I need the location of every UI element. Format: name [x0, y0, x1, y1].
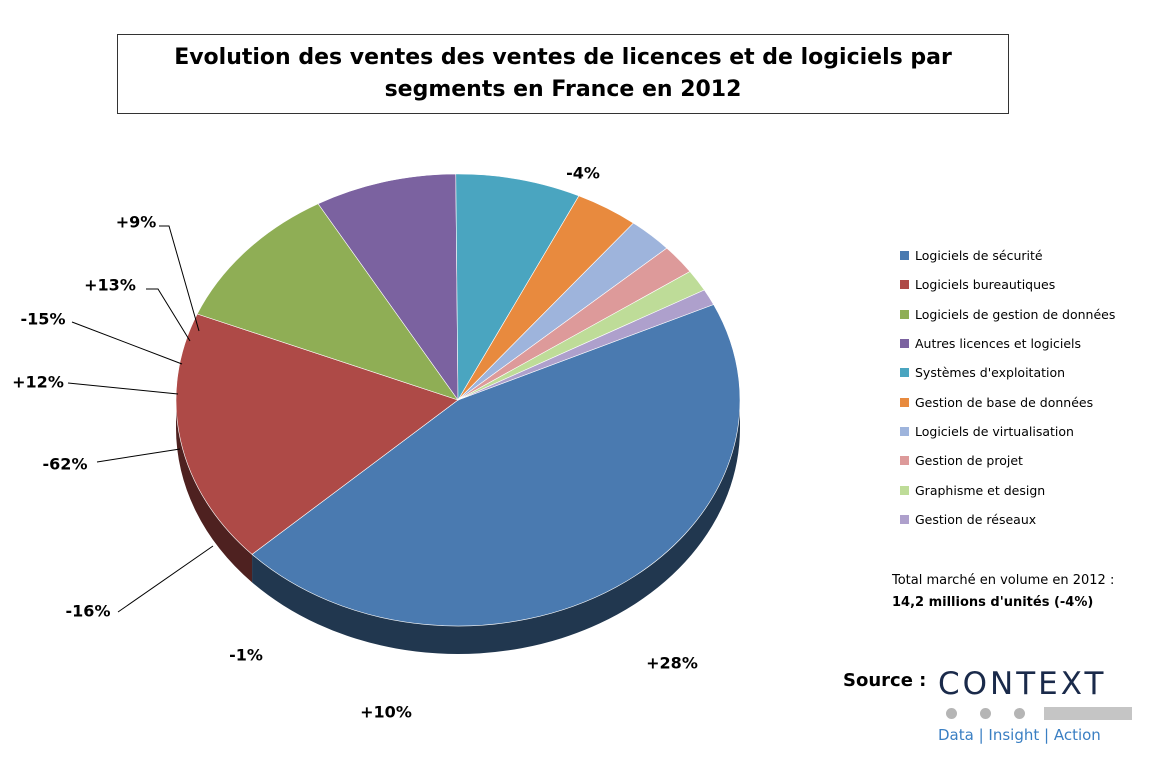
pie-slice-0	[251, 304, 741, 627]
data-label-9: +9%	[116, 213, 157, 232]
market-note-line2: 14,2 millions d'unités (-4%)	[892, 595, 1094, 610]
legend-item-1: Logiciels bureautiques	[900, 270, 1160, 299]
legend-swatch-0	[900, 251, 909, 261]
legend-swatch-4	[900, 368, 909, 378]
legend-swatch-6	[900, 426, 909, 436]
legend-item-9: Gestion de réseaux	[900, 505, 1160, 534]
pie-slice-9	[457, 289, 715, 401]
data-label-4: -16%	[66, 602, 111, 621]
legend-item-8: Graphisme et design	[900, 475, 1160, 504]
leader-line-6	[67, 382, 179, 395]
leader-line-9	[159, 225, 200, 332]
pie-slice-3	[317, 173, 459, 401]
market-note: Total marché en volume en 2012 : 14,2 mi…	[892, 570, 1114, 614]
legend-item-6: Logiciels de virtualisation	[900, 417, 1160, 446]
legend-item-2: Logiciels de gestion de données	[900, 300, 1160, 329]
legend-swatch-8	[900, 485, 909, 495]
legend-item-0: Logiciels de sécurité	[900, 241, 1160, 270]
chart-title: Evolution des ventes des ventes de licen…	[174, 45, 952, 102]
logo-name: CONTEXT	[938, 666, 1107, 702]
data-label-7: -15%	[21, 310, 66, 329]
logo-tagline: Data | Insight | Action	[938, 726, 1101, 744]
legend-label-8: Graphisme et design	[915, 482, 1046, 498]
leader-line-8	[146, 288, 191, 342]
logo-dots	[946, 707, 1132, 720]
legend-label-3: Autres licences et logiciels	[915, 336, 1082, 352]
legend-label-6: Logiciels de virtualisation	[915, 423, 1074, 439]
legend-label-2: Logiciels de gestion de données	[915, 306, 1116, 322]
legend-swatch-7	[900, 456, 909, 466]
data-label-5: -62%	[43, 455, 88, 474]
legend-label-0: Logiciels de sécurité	[915, 248, 1043, 264]
legend-label-4: Systèmes d'exploitation	[915, 365, 1066, 381]
source-label: Source :	[843, 670, 927, 691]
legend-label-5: Gestion de base de données	[915, 394, 1094, 410]
data-label-0: -4%	[566, 164, 600, 183]
legend-item-4: Systèmes d'exploitation	[900, 358, 1160, 387]
legend-swatch-1	[900, 280, 909, 290]
legend-item-7: Gestion de projet	[900, 446, 1160, 475]
legend-swatch-5	[900, 397, 909, 407]
legend-item-5: Gestion de base de données	[900, 387, 1160, 416]
legend-label-9: Gestion de réseaux	[915, 511, 1037, 527]
data-label-3: -1%	[229, 646, 263, 665]
pie-labels: -4% +28% +10% -1% -16% -62% +12% -15% +13% +9%	[12, 164, 698, 722]
market-note-line1: Total marché en volume en 2012 :	[892, 573, 1115, 588]
legend-swatch-2	[900, 309, 909, 319]
pie-slice-4	[455, 173, 580, 402]
data-label-2: +10%	[360, 703, 412, 722]
leader-line-7	[71, 321, 183, 365]
chart-title-box: Evolution des ventes des ventes de licen…	[117, 34, 1009, 114]
pie-slice-2	[196, 203, 459, 401]
leader-line-5	[96, 448, 181, 463]
data-label-6: +12%	[12, 373, 64, 392]
data-label-1: +28%	[646, 654, 698, 673]
chart-legend: Logiciels de sécurité Logiciels bureautiq…	[900, 241, 1160, 534]
pie-slice-1	[175, 313, 459, 555]
legend-label-1: Logiciels bureautiques	[915, 277, 1056, 293]
context-logo: CONTEXT Data | Insight | Action	[938, 666, 1132, 751]
pie-side-0	[252, 400, 740, 654]
legend-swatch-3	[900, 339, 909, 349]
leader-line-4	[117, 545, 214, 613]
legend-swatch-9	[900, 514, 909, 524]
legend-item-3: Autres licences et logiciels	[900, 329, 1160, 358]
pie-top	[175, 173, 741, 627]
legend-label-7: Gestion de projet	[915, 453, 1023, 469]
data-label-8: +13%	[84, 276, 136, 295]
